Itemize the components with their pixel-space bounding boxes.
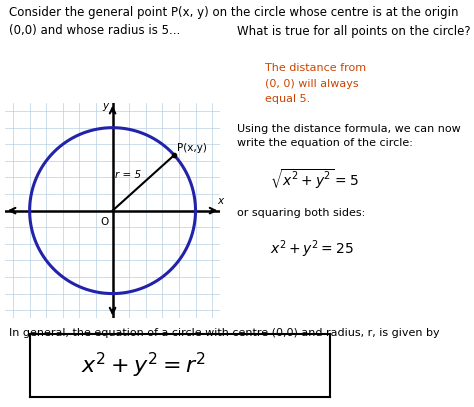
Text: x: x bbox=[217, 196, 223, 206]
Text: $x^2 + y^2 = 25$: $x^2 + y^2 = 25$ bbox=[270, 238, 354, 260]
Text: y: y bbox=[102, 101, 109, 111]
Text: In general, the equation of a circle with centre (0,0) and radius, r, is given b: In general, the equation of a circle wit… bbox=[9, 328, 440, 338]
Text: or squaring both sides:: or squaring both sides: bbox=[237, 208, 365, 219]
Text: $\sqrt{x^2 + y^2} = 5$: $\sqrt{x^2 + y^2} = 5$ bbox=[270, 167, 359, 190]
Text: What is true for all points on the circle?: What is true for all points on the circl… bbox=[237, 25, 471, 38]
Text: P(x,y): P(x,y) bbox=[177, 143, 207, 153]
Text: The distance from
(0, 0) will always
equal 5.: The distance from (0, 0) will always equ… bbox=[265, 63, 366, 104]
Text: $x^2 + y^2 = r^2$: $x^2 + y^2 = r^2$ bbox=[82, 351, 206, 380]
Text: Using the distance formula, we can now
write the equation of the circle:: Using the distance formula, we can now w… bbox=[237, 124, 461, 148]
Text: r = 5: r = 5 bbox=[115, 171, 142, 180]
Text: O: O bbox=[100, 217, 109, 227]
Text: Consider the general point P(x, y) on the circle whose centre is at the origin
(: Consider the general point P(x, y) on th… bbox=[9, 6, 459, 37]
